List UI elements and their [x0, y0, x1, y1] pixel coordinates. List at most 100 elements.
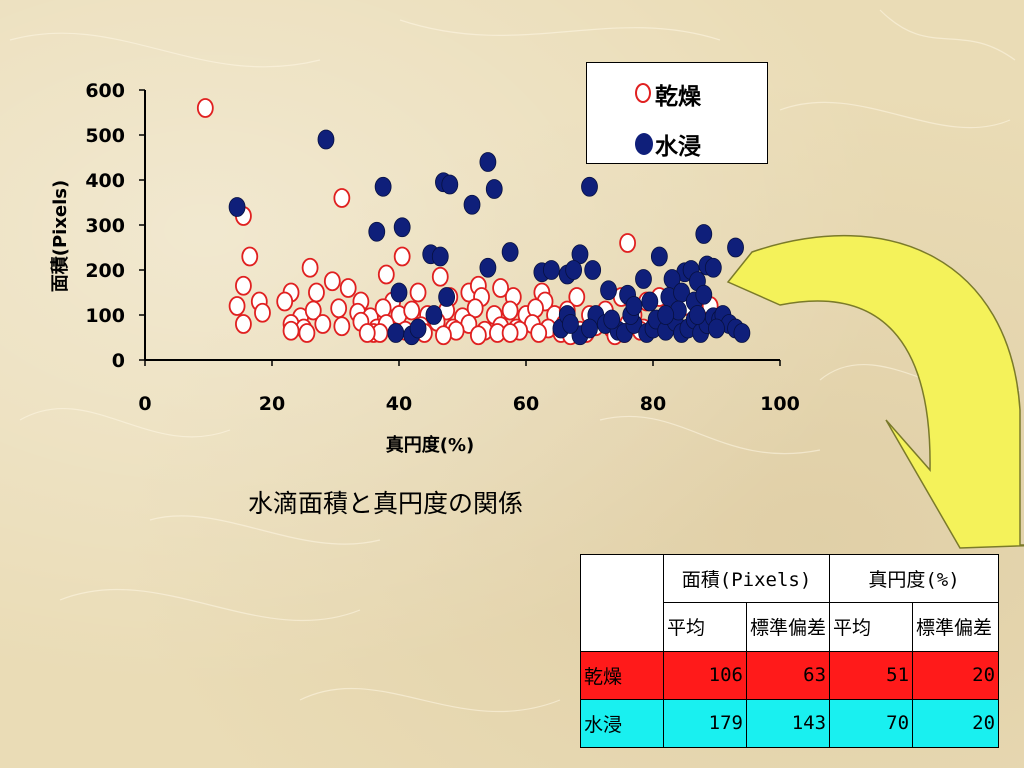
- data-point-dry: [333, 188, 351, 208]
- data-point-dry: [235, 275, 252, 296]
- row-label: 水浸: [580, 698, 664, 749]
- data-point-wet: [625, 296, 643, 316]
- x-tick-label: 0: [138, 393, 151, 415]
- data-point-wet: [581, 318, 598, 339]
- data-point-dry: [235, 314, 252, 334]
- table-cell: 70: [829, 698, 914, 749]
- subheader-cell: 平均: [663, 602, 747, 652]
- table-cell: 20: [912, 650, 1000, 700]
- y-tick-label: 0: [112, 350, 125, 372]
- data-point-dry: [241, 246, 259, 267]
- data-point-dry: [196, 98, 214, 118]
- y-axis-label: 面積(Pixels): [49, 180, 71, 293]
- data-point-wet: [650, 246, 668, 267]
- data-point-wet: [441, 174, 459, 195]
- data-point-dry: [358, 323, 376, 343]
- series-wet: [228, 129, 751, 346]
- legend-label: 乾燥: [655, 84, 701, 110]
- legend: 乾燥 水浸: [586, 62, 768, 164]
- data-point-dry: [304, 300, 322, 321]
- table-cell: 20: [912, 698, 1000, 749]
- data-point-dry: [393, 246, 411, 267]
- data-point-wet: [463, 194, 481, 215]
- table-cell: 51: [829, 650, 914, 700]
- x-tick-label: 60: [513, 393, 539, 415]
- data-point-wet: [368, 221, 386, 242]
- y-tick-label: 200: [85, 260, 125, 282]
- data-point-dry: [568, 287, 586, 307]
- data-point-wet: [562, 314, 579, 334]
- data-point-dry: [314, 314, 332, 334]
- data-point-wet: [485, 179, 503, 199]
- data-point-dry: [435, 325, 452, 346]
- table-corner-cell: [580, 554, 664, 652]
- data-point-wet: [600, 280, 617, 301]
- data-point-dry: [377, 264, 395, 285]
- subheader-cell: 平均: [829, 602, 914, 652]
- table-header-row: 面積(Pixels) 真円度(%): [580, 553, 1000, 652]
- data-point-wet: [565, 260, 583, 280]
- data-point-dry: [339, 278, 357, 298]
- table-row-wet: 水浸 179 143 70 20: [580, 698, 1000, 749]
- table-cell: 179: [663, 698, 747, 749]
- data-point-wet: [635, 269, 652, 289]
- data-point-dry: [298, 323, 316, 343]
- data-point-dry: [301, 257, 319, 278]
- data-point-wet: [695, 284, 713, 305]
- table-cell: 106: [663, 650, 747, 700]
- chart-axes: 0 100 200 300 400 500 600 0 20 40 60 80 100: [85, 80, 800, 415]
- table-cell: 143: [745, 698, 831, 749]
- data-point-dry: [492, 278, 510, 298]
- data-point-wet: [641, 291, 659, 312]
- data-point-dry: [254, 302, 271, 323]
- data-point-dry: [333, 316, 351, 337]
- data-point-dry: [619, 233, 636, 253]
- data-point-wet: [438, 287, 456, 307]
- data-point-wet: [543, 260, 560, 280]
- data-point-wet: [695, 224, 713, 244]
- data-point-wet: [603, 309, 621, 330]
- data-point-wet: [317, 129, 335, 150]
- data-point-wet: [581, 176, 598, 197]
- x-axis-label: 真円度(%): [386, 434, 475, 456]
- data-point-dry: [501, 300, 519, 321]
- y-tick-label: 100: [85, 305, 125, 327]
- data-point-wet: [733, 323, 751, 343]
- x-tick-label: 40: [386, 393, 412, 415]
- arrow-shape: [726, 234, 1024, 549]
- table-cell: 63: [745, 650, 831, 700]
- data-point-dry: [403, 300, 421, 321]
- data-point-wet: [479, 152, 497, 172]
- subheader-cell: 標準偏差: [745, 602, 831, 652]
- statistics-table: 面積(Pixels) 真円度(%) 平均 標準偏差 平均 標準偏差 乾燥 106…: [580, 553, 1000, 749]
- data-point-wet: [228, 197, 246, 217]
- data-point-dry: [431, 266, 449, 287]
- header-area: 面積(Pixels): [662, 553, 831, 604]
- y-tick-label: 600: [85, 80, 125, 102]
- x-tick-label: 100: [760, 393, 800, 415]
- data-point-dry: [530, 323, 548, 343]
- data-point-dry: [466, 298, 484, 319]
- y-tick-label: 400: [85, 170, 125, 192]
- table-row-dry: 乾燥 106 63 51 20: [580, 650, 1000, 700]
- data-point-wet: [704, 257, 722, 278]
- table-subheader-row: 平均 標準偏差 平均 標準偏差: [581, 602, 1000, 652]
- y-tick-label: 500: [85, 125, 125, 147]
- header-roundness: 真円度(%): [829, 553, 1000, 604]
- data-point-wet: [584, 260, 602, 280]
- data-point-wet: [479, 257, 497, 278]
- data-point-wet: [393, 217, 411, 238]
- y-tick-label: 300: [85, 215, 125, 237]
- chart-caption: 水滴面積と真円度の関係: [248, 489, 524, 518]
- data-point-dry: [469, 325, 487, 346]
- data-point-wet: [409, 318, 427, 339]
- data-point-dry: [276, 291, 294, 312]
- data-point-wet: [689, 305, 706, 325]
- data-point-dry: [282, 320, 300, 341]
- data-point-wet: [708, 318, 725, 339]
- data-point-wet: [390, 282, 408, 303]
- data-point-wet: [374, 176, 392, 197]
